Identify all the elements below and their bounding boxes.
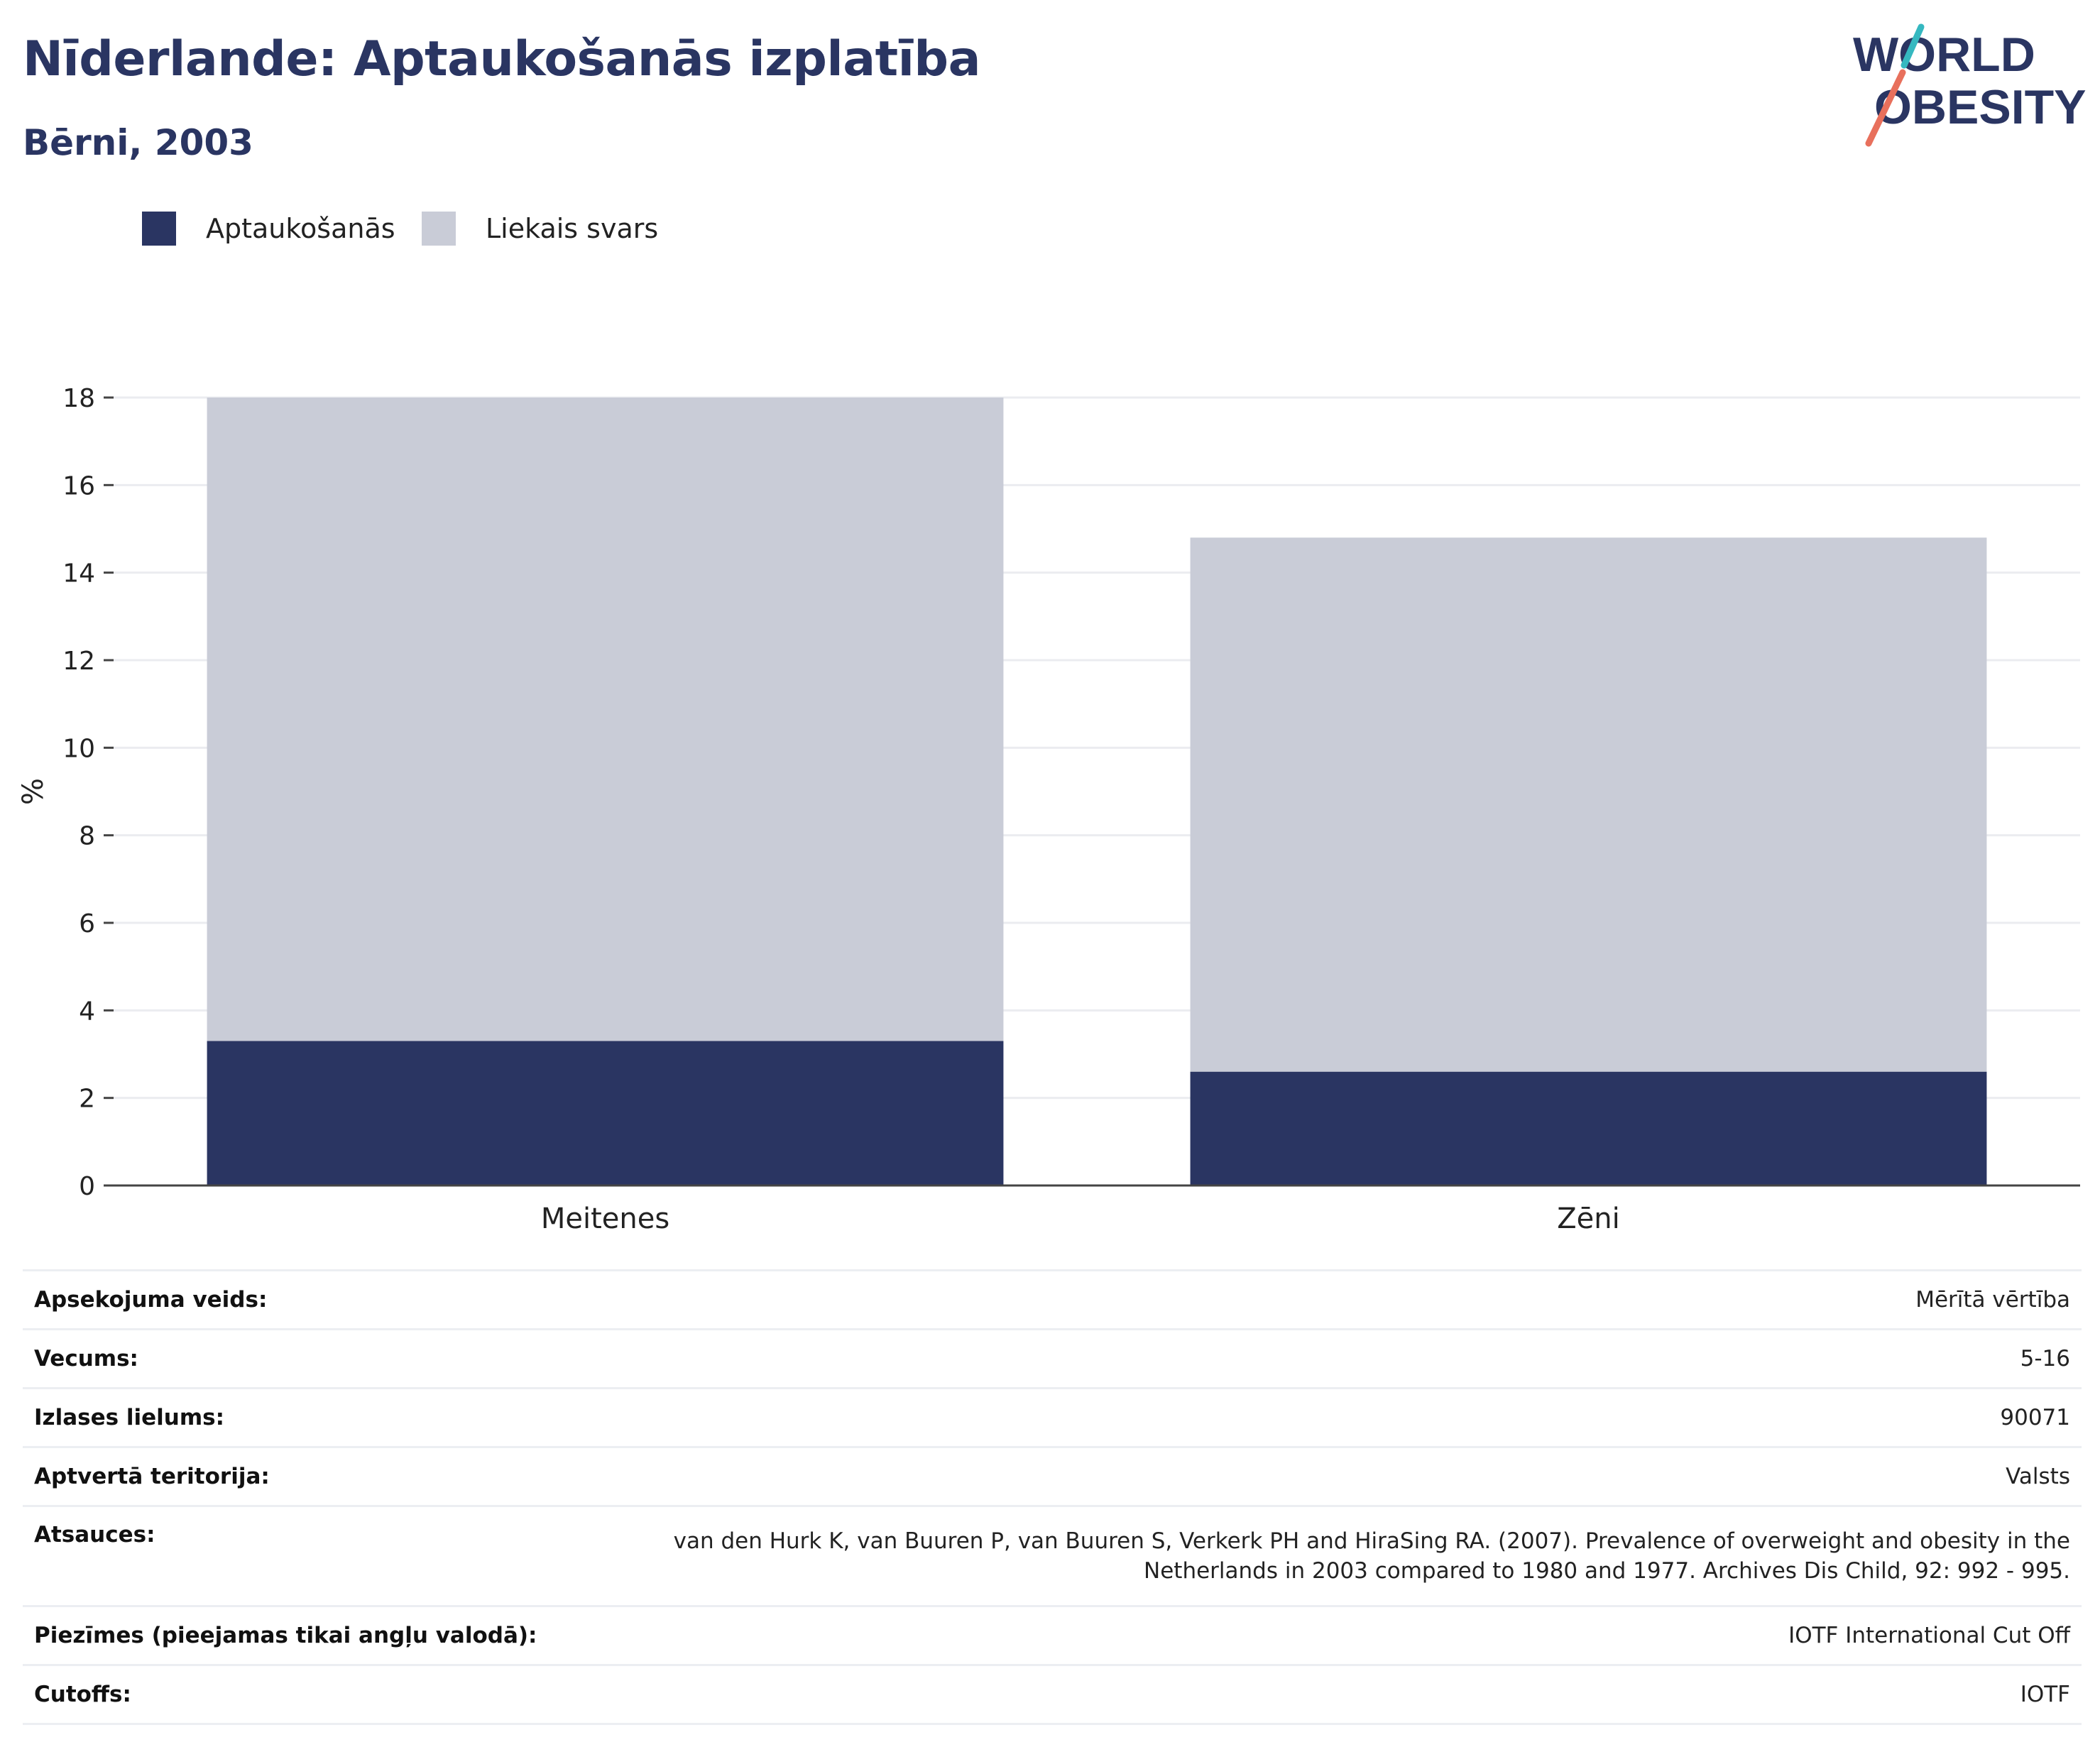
- info-label-age: Vecums:: [23, 1328, 549, 1389]
- info-label-notes: Piezīmes (pieejamas tikai angļu valodā):: [23, 1605, 549, 1665]
- info-value-area: Valsts: [548, 1446, 2082, 1506]
- legend-swatch-obesity: [142, 212, 176, 246]
- y-tick-label: 14: [62, 559, 95, 588]
- x-tick-label: Meitenes: [541, 1203, 669, 1235]
- table-row: Atsauces: van den Hurk K, van Buuren P, …: [23, 1505, 2082, 1606]
- y-axis-label: %: [17, 778, 50, 805]
- info-value-notes: IOTF International Cut Off: [548, 1605, 2082, 1665]
- y-tick-label: 0: [79, 1172, 95, 1201]
- info-value-cutoffs: IOTF: [548, 1664, 2082, 1725]
- table-row: Piezīmes (pieejamas tikai angļu valodā):…: [23, 1605, 2082, 1665]
- table-row: Izlases lielums: 90071: [23, 1387, 2082, 1447]
- legend-label-obesity: Aptaukošanās: [206, 213, 395, 244]
- info-value-sample-size: 90071: [548, 1387, 2082, 1447]
- bar-overweight-1: [207, 398, 1004, 1041]
- reference-line-2: Netherlands in 2003 compared to 1980 and…: [1144, 1558, 2070, 1584]
- chart-title: Nīderlande: Aptaukošanās izplatība: [23, 31, 980, 87]
- legend-swatch-overweight: [422, 212, 456, 246]
- y-tick-label: 16: [62, 471, 95, 500]
- legend-label-overweight: Liekais svars: [486, 213, 659, 244]
- info-value-age: 5-16: [548, 1328, 2082, 1389]
- info-label-cutoffs: Cutoffs:: [23, 1664, 549, 1725]
- reference-line-1: van den Hurk K, van Buuren P, van Buuren…: [673, 1528, 2070, 1554]
- bar-overweight-2: [1190, 537, 1987, 1072]
- info-label-references: Atsauces:: [23, 1505, 549, 1606]
- y-tick-label: 4: [79, 997, 95, 1026]
- x-tick-label: Zēni: [1557, 1203, 1619, 1235]
- info-value-references: van den Hurk K, van Buuren P, van Buuren…: [548, 1505, 2082, 1606]
- table-row: Cutoffs: IOTF: [23, 1664, 2082, 1725]
- survey-info-table: Apsekojuma veids: Mērītā vērtība Vecums:…: [23, 1269, 2082, 1725]
- y-tick-label: 6: [79, 909, 95, 938]
- logo-slash-coral: [1865, 69, 1906, 147]
- world-obesity-logo: WORLD OBESITY: [1853, 23, 2087, 147]
- chart-subtitle: Bērni, 2003: [23, 122, 253, 163]
- logo-text-obesity: OBESITY: [1874, 80, 2087, 134]
- info-value-survey-type: Mērītā vērtība: [548, 1269, 2082, 1330]
- y-tick-label: 8: [79, 822, 95, 851]
- stacked-bar-chart: 0 2 4 6 8 10 12 14 16 18% Meitenes Zēni: [17, 384, 2080, 1235]
- logo-slash-teal: [1901, 23, 1925, 69]
- info-label-sample-size: Izlases lielums:: [23, 1387, 549, 1447]
- info-label-survey-type: Apsekojuma veids:: [23, 1269, 549, 1330]
- y-tick-label: 10: [62, 734, 95, 763]
- table-row: Aptvertā teritorija: Valsts: [23, 1446, 2082, 1506]
- y-tick-label: 18: [62, 384, 95, 413]
- table-row: Apsekojuma veids: Mērītā vērtība: [23, 1269, 2082, 1330]
- logo-text-world: WORLD: [1853, 28, 2035, 82]
- bar-obesity-2: [1190, 1071, 1987, 1185]
- bar-obesity-1: [207, 1041, 1004, 1185]
- info-label-area: Aptvertā teritorija:: [23, 1446, 549, 1506]
- y-tick-label: 12: [62, 647, 95, 676]
- y-tick-label: 2: [79, 1085, 95, 1114]
- table-row: Vecums: 5-16: [23, 1328, 2082, 1389]
